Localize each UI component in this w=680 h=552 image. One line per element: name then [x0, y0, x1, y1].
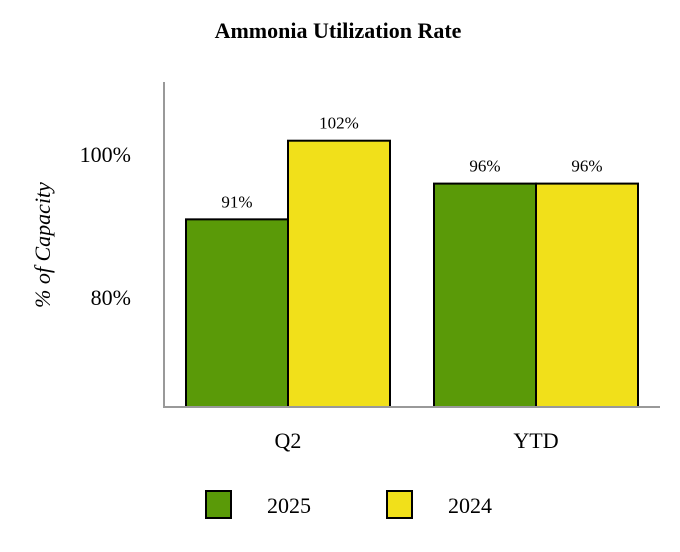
legend-swatch-2025	[205, 490, 232, 519]
legend-label-2024: 2024	[448, 493, 492, 518]
data-label-2025-ytd: 96%	[469, 157, 500, 176]
bars	[185, 139, 639, 408]
bar-2024-ytd	[535, 182, 639, 408]
x-category-label: YTD	[513, 428, 558, 453]
chart-title: Ammonia Utilization Rate	[215, 18, 462, 43]
legend: 2025 2024	[205, 490, 492, 519]
legend-swatch-2024	[386, 490, 413, 519]
x-categories: Q2 YTD	[275, 428, 559, 453]
y-tick-label: 80%	[91, 285, 131, 310]
bar-2024-q2	[287, 139, 391, 408]
data-labels: 91% 102% 96% 96%	[221, 114, 602, 212]
bar-2025-q2	[185, 218, 289, 408]
x-category-label: Q2	[275, 428, 302, 453]
data-label-2024-q2: 102%	[319, 114, 359, 133]
data-label-2025-q2: 91%	[221, 192, 252, 211]
bar-2025-ytd	[433, 182, 537, 408]
legend-label-2025: 2025	[267, 493, 311, 518]
y-tick-label: 100%	[80, 142, 131, 167]
y-axis-label: % of Capacity	[30, 182, 55, 308]
y-ticks: 80% 100%	[80, 142, 131, 310]
data-label-2024-ytd: 96%	[571, 157, 602, 176]
